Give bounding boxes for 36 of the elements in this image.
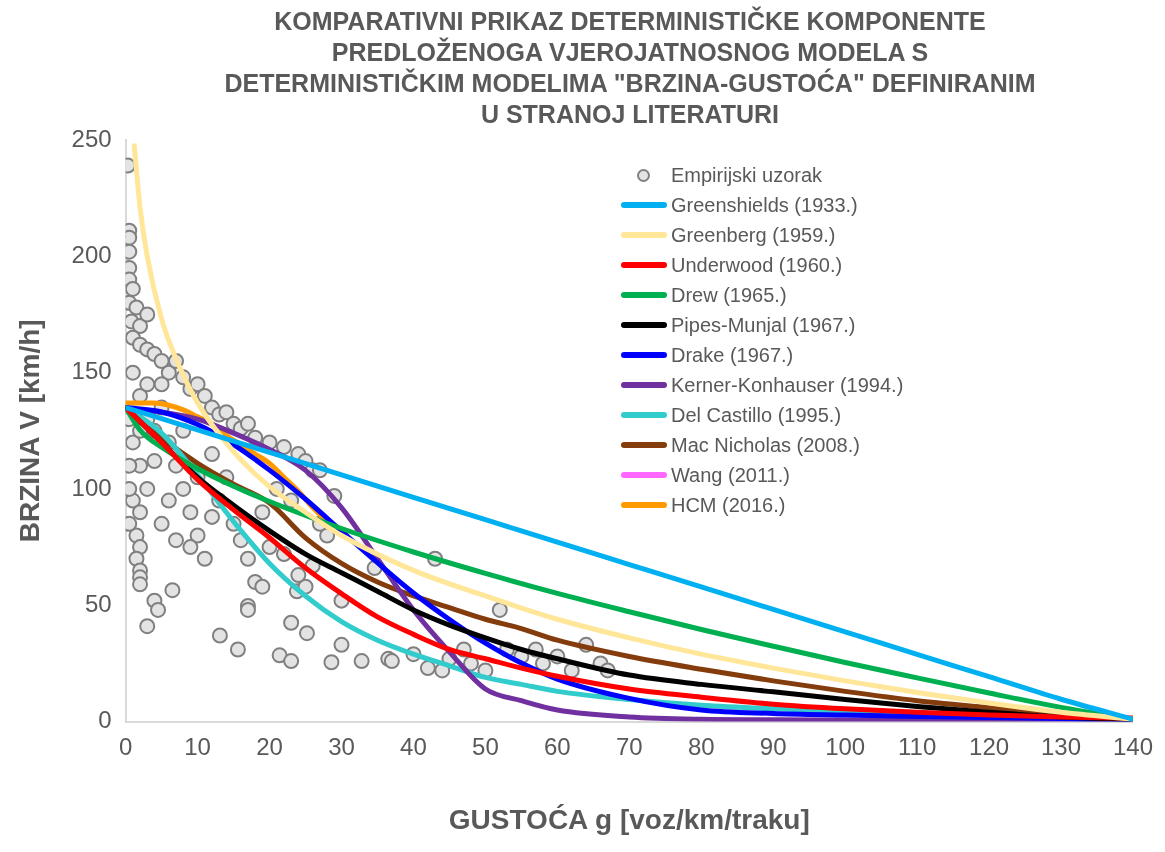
x-tick-label: 10 (184, 732, 211, 760)
x-axis-title: GUSTOĆA g [voz/km/traku] (448, 803, 810, 835)
legend-label: Pipes-Munjal (1967.) (670, 313, 856, 338)
x-tick-label: 70 (615, 732, 643, 760)
y-tick-label: 250 (71, 124, 112, 152)
x-tick-label: 120 (969, 732, 1010, 760)
legend-label: Wang (2011.) (670, 463, 790, 488)
x-tick-label: 60 (544, 732, 571, 760)
legend-label: Mac Nicholas (2008.) (670, 433, 860, 458)
y-tick-label: 100 (71, 473, 112, 501)
y-tick-label: 150 (71, 357, 112, 385)
x-tick-label: 140 (1112, 732, 1153, 760)
y-axis-title: BRZINA V [km/h] (13, 319, 45, 543)
legend-label: Kerner-Konhauser (1994.) (670, 373, 904, 398)
x-tick-label: 40 (400, 732, 427, 760)
x-tick-label: 90 (759, 732, 787, 760)
x-tick-label: 110 (897, 732, 937, 760)
x-tick-label: 100 (825, 732, 866, 760)
y-tick-label: 50 (84, 589, 112, 617)
x-tick-label: 0 (118, 732, 133, 760)
y-tick-label: 0 (98, 706, 112, 734)
legend-label: Underwood (1960.) (670, 253, 843, 278)
x-tick-label: 80 (687, 732, 715, 760)
legend-label: Drew (1965.) (670, 283, 787, 308)
legend-label: Greenberg (1959.) (670, 223, 836, 248)
legend-label: Empirijski uzorak (670, 163, 823, 188)
x-tick-label: 30 (328, 732, 355, 760)
x-tick-label: 20 (256, 732, 283, 760)
y-tick-label: 200 (71, 240, 112, 268)
chart-title: KOMPARATIVNI PRIKAZ DETERMINISTIČKE KOMPONENTE PREDLOŽENOGA VJEROJATNOSNOG MODELA S DETERMINISTIČKIM MODELIMA "BRZINA-GUSTOĆA" DEFINIRANIM U STRANOJ LITERATURI (223, 6, 1037, 130)
x-tick-label: 130 (1041, 732, 1082, 760)
legend-label: Greenshields (1933.) (670, 193, 858, 218)
legend-label: Drake (1967.) (670, 343, 794, 368)
legend-label: Del Castillo (1995.) (670, 403, 842, 428)
x-tick-label: 50 (472, 732, 499, 760)
legend-label: HCM (2016.) (670, 493, 786, 518)
